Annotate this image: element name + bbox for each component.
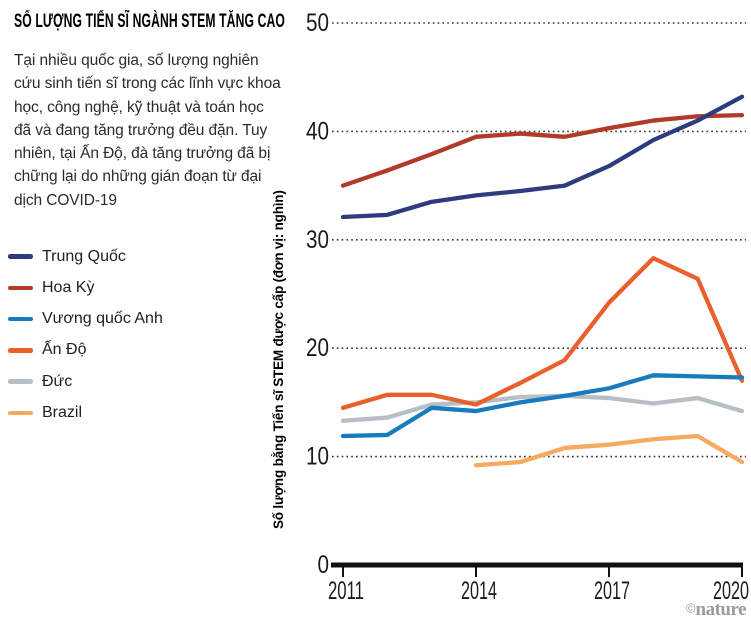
series-line-Ấn Độ bbox=[340, 256, 745, 410]
chart-description: Tại nhiều quốc gia, số lượng nghiên cứu … bbox=[14, 52, 281, 209]
legend-swatch-icon bbox=[8, 285, 33, 291]
legend-item-an-do: Ấn Độ bbox=[8, 340, 163, 361]
legend-label: Ấn Độ bbox=[42, 341, 87, 359]
header: SỐ LƯỢNG TIẾN SĨ NGÀNH STEM TĂNG CAO Tại… bbox=[14, 10, 306, 212]
legend-swatch-icon bbox=[8, 379, 33, 384]
y-tick-label-10: 10 bbox=[306, 443, 329, 471]
series-line-Vương quốc Anh bbox=[340, 373, 745, 439]
y-tick-label-30: 30 bbox=[306, 226, 329, 254]
legend-label: Brazil bbox=[42, 403, 83, 421]
legend-label: Đức bbox=[42, 372, 73, 390]
legend: Trung Quốc Hoa Kỳ Vương quốc Anh Ấn Độ Đ… bbox=[8, 246, 163, 434]
series-line-Trung Quốc bbox=[340, 94, 745, 220]
legend-swatch-icon bbox=[8, 254, 33, 259]
series-line-Brazil bbox=[473, 433, 745, 468]
y-tick-label-0: 0 bbox=[318, 551, 330, 579]
series-line-Hoa Kỳ bbox=[340, 112, 745, 188]
legend-label: Hoa Kỳ bbox=[42, 278, 95, 296]
y-axis-title: Số lượng bằng Tiến sĩ STEM được cấp (đơn… bbox=[271, 190, 286, 530]
legend-item-hoa-ky: Hoa Kỳ bbox=[8, 277, 163, 298]
legend-item-vuong-quoc-anh: Vương quốc Anh bbox=[8, 309, 163, 330]
legend-label: Trung Quốc bbox=[42, 247, 126, 265]
legend-swatch-icon bbox=[8, 348, 33, 353]
legend-swatch-icon bbox=[8, 410, 33, 416]
legend-item-trung-quoc: Trung Quốc bbox=[8, 246, 163, 267]
x-tick-label-2014: 2014 bbox=[461, 577, 497, 605]
legend-item-duc: Đức bbox=[8, 371, 163, 392]
y-tick-label-50: 50 bbox=[306, 9, 329, 37]
chart-title: SỐ LƯỢNG TIẾN SĨ NGÀNH STEM TĂNG CAO bbox=[14, 11, 285, 32]
copyright-icon: © bbox=[685, 600, 696, 616]
nature-watermark: ©nature bbox=[685, 599, 747, 621]
legend-swatch-icon bbox=[8, 316, 33, 322]
watermark-text: nature bbox=[695, 599, 747, 620]
y-tick-label-20: 20 bbox=[306, 334, 329, 362]
line-chart-plot: 0 10 20 30 40 50 2011 2014 2017 2020 bbox=[306, 9, 749, 605]
x-tick-label-2020: 2020 bbox=[713, 577, 749, 605]
x-tick-label-2017: 2017 bbox=[594, 577, 630, 605]
legend-label: Vương quốc Anh bbox=[42, 310, 163, 328]
legend-item-brazil: Brazil bbox=[8, 402, 163, 423]
x-tick-label-2011: 2011 bbox=[328, 577, 364, 605]
y-tick-label-40: 40 bbox=[306, 117, 329, 145]
series-line-Đức bbox=[340, 393, 745, 423]
